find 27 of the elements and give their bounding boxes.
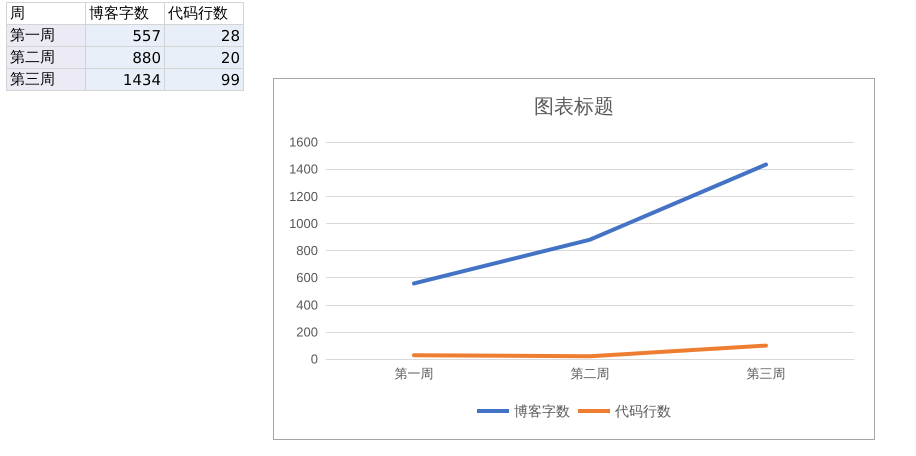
text: 周: [6, 2, 86, 24]
y-tick-label: 1400: [289, 162, 318, 177]
data-label: 880: [86, 46, 164, 68]
series-label: 博客字数: [86, 2, 164, 24]
category-label: 第三周: [6, 68, 86, 90]
y-tick-label: 1200: [289, 188, 318, 204]
y-tick-label: 1600: [289, 134, 318, 150]
data-label: 28: [164, 24, 244, 46]
x-tick-label: 第二周: [570, 366, 610, 381]
y-tick-label: 600: [296, 270, 318, 286]
category-label: 第一周: [6, 24, 86, 46]
legend-label: 代码行数: [614, 403, 671, 419]
x-tick-label: 第三周: [746, 366, 786, 381]
y-tick-label: 400: [296, 297, 318, 312]
x-tick-label: 第一周: [394, 366, 434, 381]
y-tick-label: 0: [310, 352, 318, 366]
chart-title: 图表标题: [534, 94, 614, 118]
data-label: 99: [164, 68, 244, 90]
y-tick-label: 800: [296, 243, 318, 258]
data-label: 557: [86, 24, 164, 46]
y-tick-label: 1000: [289, 216, 318, 231]
data-label: 20: [164, 46, 244, 68]
y-tick-label: 200: [296, 324, 318, 340]
legend-label: 博客字数: [514, 403, 570, 419]
data-label: 1434: [86, 68, 164, 90]
series-label: 代码行数: [164, 2, 244, 24]
category-label: 第二周: [6, 46, 86, 68]
